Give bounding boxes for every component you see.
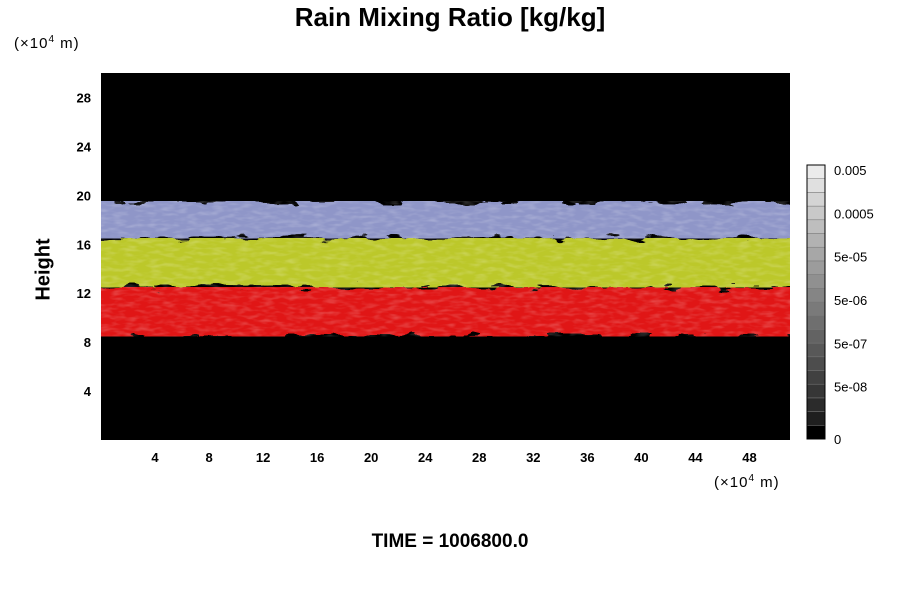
colorbar-swatch — [806, 356, 826, 371]
colorbar-swatch — [806, 219, 826, 234]
x-tick-label: 28 — [472, 450, 486, 465]
x-tick-label: 32 — [526, 450, 540, 465]
colorbar-swatch — [806, 301, 826, 316]
y-tick-label: 20 — [77, 188, 91, 203]
y-tick-label: 4 — [84, 384, 92, 399]
colorbar-tick-label: 5e-06 — [834, 293, 867, 308]
colorbar-swatch — [806, 342, 826, 358]
x-tick-label: 20 — [364, 450, 378, 465]
colorbar-tick-label: 0.005 — [834, 163, 867, 178]
x-tick-label: 44 — [688, 450, 703, 465]
y-axis-unit: (×104 m) — [14, 34, 80, 52]
colorbar-swatch — [806, 205, 826, 221]
colorbar-swatch — [806, 178, 826, 193]
x-axis-unit: (×104 m) — [714, 473, 780, 491]
colorbar-swatch — [806, 383, 826, 399]
colorbar-swatch — [806, 246, 826, 262]
colorbar-frame — [806, 164, 826, 440]
y-tick-label: 12 — [77, 286, 91, 301]
x-tick-label: 8 — [205, 450, 212, 465]
colorbar-swatch — [806, 233, 826, 248]
chart-title: Rain Mixing Ratio [kg/kg] — [294, 2, 606, 32]
x-axis-ticks: 4 8 12 16 20 24 28 32 36 40 44 48 — [151, 450, 756, 465]
colorbar-tick-label: 5e-08 — [834, 380, 867, 395]
colorbar-swatch — [806, 370, 826, 385]
x-tick-label: 36 — [580, 450, 594, 465]
colorbar-swatch — [806, 260, 826, 275]
colorbar-swatch — [806, 274, 826, 289]
colorbar-swatch — [806, 411, 826, 426]
x-tick-label: 40 — [634, 450, 648, 465]
colorbar-swatch — [806, 192, 826, 207]
colorbar-tick-label: 5e-05 — [834, 250, 867, 265]
colorbar-tick-label: 0 — [834, 432, 841, 447]
colorbar-swatch — [806, 288, 826, 303]
rain-texture — [101, 201, 790, 337]
y-tick-label: 8 — [84, 335, 91, 350]
x-tick-label: 48 — [742, 450, 756, 465]
x-tick-label: 24 — [418, 450, 433, 465]
y-tick-label: 16 — [77, 237, 91, 252]
y-tick-label: 28 — [77, 90, 91, 105]
colorbar-swatch — [806, 425, 826, 440]
x-tick-label: 4 — [151, 450, 159, 465]
colorbar-swatch — [806, 329, 826, 344]
x-tick-label: 16 — [310, 450, 324, 465]
colorbar-tick-label: 5e-07 — [834, 336, 867, 351]
time-annotation: TIME = 1006800.0 — [371, 531, 529, 552]
colorbar-swatch — [806, 164, 826, 179]
colorbar-tick-label: 0.0005 — [834, 206, 874, 221]
colorbar-swatch — [806, 397, 826, 412]
colorbar: 0.005 0.0005 5e-05 5e-06 5e-07 5e-08 0 — [806, 163, 874, 447]
y-axis-ticks: 4 8 12 16 20 24 28 — [77, 90, 92, 399]
x-tick-label: 12 — [256, 450, 270, 465]
y-tick-label: 24 — [77, 139, 92, 154]
rain-layers — [101, 201, 790, 337]
colorbar-swatch — [806, 315, 826, 330]
